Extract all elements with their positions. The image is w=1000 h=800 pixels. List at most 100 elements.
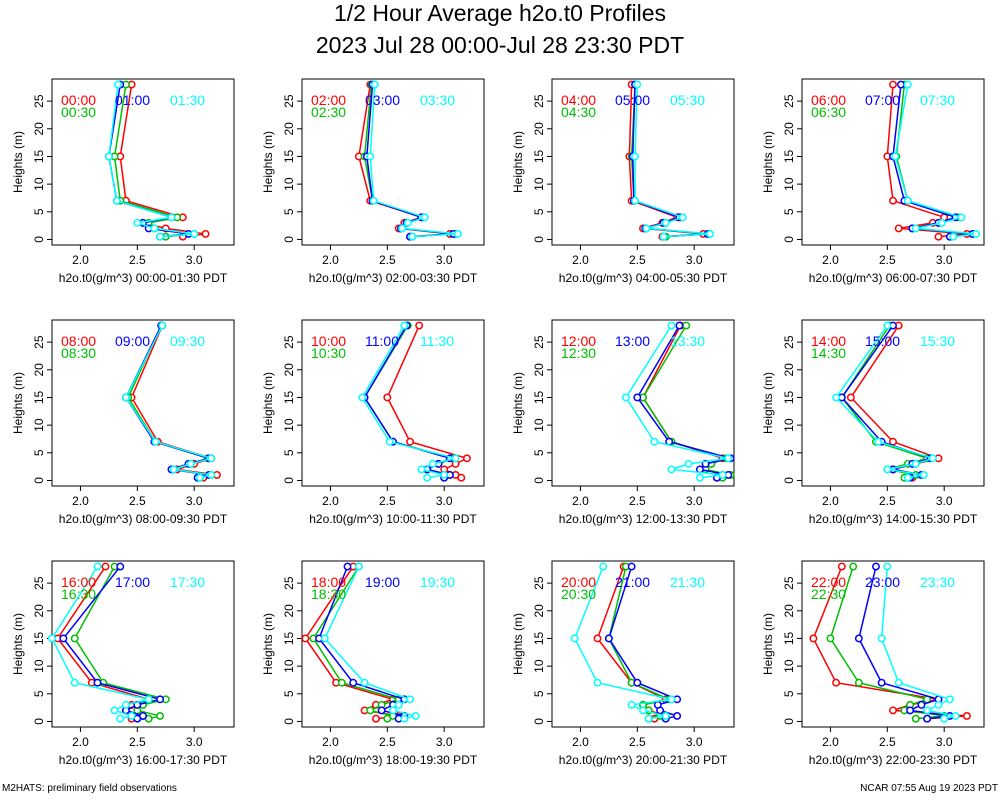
data-point <box>337 678 346 687</box>
y-tick-label: 25 <box>282 576 296 590</box>
data-point <box>889 437 897 446</box>
series-line <box>125 325 214 479</box>
y-tick-label: 25 <box>782 94 796 108</box>
plot-frame <box>51 560 235 728</box>
y-tick-label: 5 <box>782 690 796 697</box>
data-point <box>911 224 920 233</box>
x-tick-label: 2.5 <box>879 253 896 267</box>
y-tick-label: 10 <box>532 659 546 673</box>
data-point <box>644 714 653 723</box>
legend-label: 09:30 <box>170 333 205 349</box>
data-point <box>889 80 897 89</box>
y-tick-label: 20 <box>32 604 46 618</box>
plot-frame <box>51 78 235 246</box>
legend-label: 19:30 <box>420 574 455 590</box>
data-point <box>420 213 429 222</box>
data-point <box>682 321 691 330</box>
y-tick-label: 0 <box>782 718 796 725</box>
chart-panel: 2.0 2.5 3.0 0 5 10 15 20 25 h2o.t0(g/m^3) 16:00-1… <box>11 560 235 767</box>
data-point <box>706 229 715 238</box>
x-tick-label: 2.0 <box>322 494 339 508</box>
legend-label: 03:00 <box>365 92 400 108</box>
y-axis-label: Heights (m) <box>761 131 775 193</box>
data-point <box>897 80 905 89</box>
data-point <box>631 152 639 161</box>
y-tick-label: 25 <box>32 576 46 590</box>
y-tick-label: 20 <box>282 363 296 377</box>
data-point <box>101 562 110 571</box>
x-tick-label: 2.0 <box>322 735 339 749</box>
x-tick-label: 2.0 <box>572 494 589 508</box>
legend-label: 12:00 <box>561 333 596 349</box>
legend-label: 06:00 <box>811 92 846 108</box>
data-point <box>871 562 880 571</box>
series-line <box>894 84 977 238</box>
chart-panel: 2.0 2.5 3.0 0 5 10 15 20 25 h2o.t0(g/m^3) 04:00-0… <box>511 78 735 285</box>
y-tick-label: 15 <box>532 390 546 404</box>
data-point <box>934 700 943 709</box>
x-axis-label: h2o.t0(g/m^3) 08:00-09:30 PDT <box>59 512 228 526</box>
x-tick-label: 3.0 <box>436 494 453 508</box>
y-axis-label: Heights (m) <box>511 131 525 193</box>
legend-label: 14:00 <box>811 333 846 349</box>
x-axis-label: h2o.t0(g/m^3) 22:00-23:30 PDT <box>809 753 978 767</box>
legend-label: 13:30 <box>670 333 705 349</box>
data-point <box>385 437 394 446</box>
data-point <box>453 229 462 238</box>
legend-label: 07:00 <box>865 92 900 108</box>
data-point <box>144 695 153 704</box>
x-tick-label: 3.0 <box>186 735 203 749</box>
data-point <box>110 706 119 715</box>
y-tick-label: 25 <box>532 576 546 590</box>
data-point <box>116 562 125 571</box>
y-tick-label: 5 <box>32 690 46 697</box>
chart-panel: 2.0 2.5 3.0 0 5 10 15 20 25 h2o.t0(g/m^3) 18:00-1… <box>261 560 485 767</box>
data-point <box>104 152 113 161</box>
legend-label: 15:30 <box>920 333 955 349</box>
legend-label: 17:30 <box>170 574 205 590</box>
legend-label: 20:30 <box>561 586 596 602</box>
data-point <box>403 218 412 227</box>
data-point <box>133 218 142 227</box>
data-point <box>354 562 363 571</box>
data-point <box>377 706 386 715</box>
series-line <box>625 325 729 479</box>
y-tick-label: 5 <box>532 690 546 697</box>
data-point <box>911 459 920 468</box>
chart-panel: 2.0 2.5 3.0 0 5 10 15 20 25 h2o.t0(g/m^3) 10:00-1… <box>261 319 485 526</box>
legend-label: 00:00 <box>61 92 96 108</box>
data-point <box>883 562 892 571</box>
plot-frame <box>551 560 735 728</box>
y-tick-label: 0 <box>782 236 796 243</box>
y-tick-label: 5 <box>782 449 796 456</box>
legend-label: 02:00 <box>311 92 346 108</box>
y-tick-label: 10 <box>782 418 796 432</box>
data-point <box>928 454 937 463</box>
data-point <box>949 232 958 241</box>
legend-label: 17:00 <box>115 574 150 590</box>
y-tick-label: 20 <box>532 122 546 136</box>
legend-label: 12:30 <box>561 345 596 361</box>
x-tick-label: 2.5 <box>379 253 396 267</box>
legend-label: 05:00 <box>615 92 650 108</box>
chart-panel: 2.0 2.5 3.0 0 5 10 15 20 25 h2o.t0(g/m^3) 02:00-0… <box>261 78 485 285</box>
data-point <box>889 706 897 715</box>
y-tick-label: 10 <box>32 659 46 673</box>
data-point <box>604 634 613 643</box>
x-tick-label: 3.0 <box>686 253 703 267</box>
plot-frame <box>801 319 985 487</box>
data-point <box>415 321 424 330</box>
y-tick-label: 10 <box>782 177 796 191</box>
data-point <box>678 213 687 222</box>
data-point <box>121 393 130 402</box>
data-point <box>139 711 147 720</box>
data-point <box>201 229 210 238</box>
data-point <box>398 224 407 233</box>
data-point <box>883 465 892 474</box>
data-point <box>349 678 358 687</box>
chart-panel: 2.0 2.5 3.0 0 5 10 15 20 25 h2o.t0(g/m^3) 06:00-0… <box>761 78 985 285</box>
data-point <box>116 714 125 723</box>
y-tick-label: 0 <box>282 236 296 243</box>
data-point <box>93 678 102 687</box>
data-point <box>400 321 409 330</box>
